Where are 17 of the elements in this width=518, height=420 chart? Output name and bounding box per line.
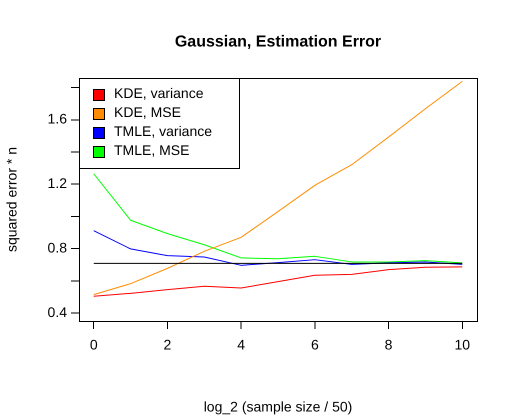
legend-label: TMLE, MSE bbox=[114, 142, 190, 158]
x-tick-label: 4 bbox=[237, 336, 246, 352]
legend-label: TMLE, variance bbox=[114, 122, 212, 139]
y-tick-label: 1.6 bbox=[48, 110, 68, 127]
y-tick-label: 0.8 bbox=[48, 239, 68, 256]
y-axis-title: squared error * n bbox=[3, 146, 20, 252]
y-tick-label: 1.2 bbox=[48, 175, 68, 192]
y-tick-label: 0.4 bbox=[48, 304, 68, 320]
chart-title: Gaussian, Estimation Error bbox=[174, 33, 382, 50]
legend-label: KDE, variance bbox=[114, 84, 204, 101]
x-tick-label: 0 bbox=[90, 336, 98, 352]
x-tick-label: 8 bbox=[384, 336, 393, 352]
legend-label: KDE, MSE bbox=[114, 104, 181, 120]
x-tick-label: 10 bbox=[454, 336, 470, 352]
x-tick-label: 2 bbox=[164, 336, 172, 352]
x-tick-label: 6 bbox=[310, 336, 319, 352]
x-axis-title: log_2 (sample size / 50) bbox=[204, 398, 352, 414]
